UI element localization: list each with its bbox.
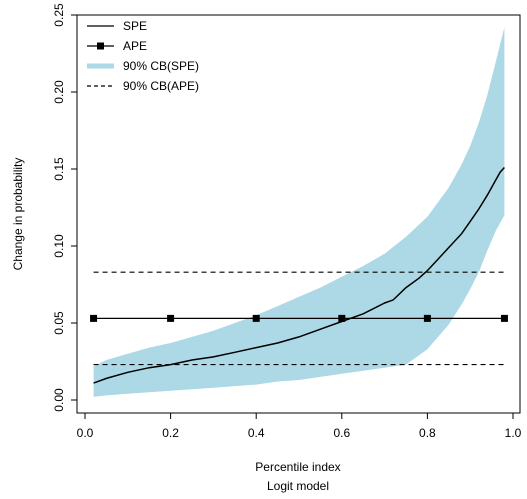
legend: SPE APE 90% CB(SPE) 90% CB(APE) [87,19,199,93]
ape-marker [252,314,260,322]
x-tick-label: 0.6 [333,426,350,440]
ape-marker [423,314,431,322]
x-axis-label: Percentile index [255,460,340,474]
x-tick-label: 0.8 [419,426,436,440]
x-axis-sublabel: Logit model [267,479,329,493]
y-tick-label: 0.10 [52,234,66,258]
x-tick-label: 0.2 [162,426,179,440]
x-tick-label: 0.0 [77,426,94,440]
plot-frame [76,14,521,414]
x-tick-label: 0.4 [248,426,265,440]
ape-marker [167,314,175,322]
ape-markers-layer [90,314,508,322]
legend-swatch-ape-marker [97,42,104,50]
spe-confidence-band [93,27,505,397]
legend-label: 90% CB(SPE) [123,59,199,73]
y-tick-label: 0.25 [52,3,66,27]
y-tick-label: 0.15 [52,157,66,181]
spe-line [93,166,505,384]
spe-curve-layer [93,166,505,384]
y-tick-label: 0.05 [52,311,66,335]
ape-marker [338,314,346,322]
y-axis: 0.00 0.05 0.10 0.15 0.20 0.25 [52,3,77,412]
ape-marker [500,314,508,322]
x-tick-label: 1.0 [505,426,522,440]
y-tick-label: 0.00 [52,388,66,412]
ape-lines-layer [93,271,505,366]
legend-label: SPE [123,19,147,33]
ape-marker [90,314,98,322]
spe-confidence-band-layer [93,27,505,397]
x-axis: 0.0 0.2 0.4 0.6 0.8 1.0 [77,413,522,440]
legend-label: APE [123,39,147,53]
legend-label: 90% CB(APE) [123,79,199,93]
y-tick-label: 0.20 [52,80,66,104]
y-axis-label: Change in probability [11,158,25,271]
